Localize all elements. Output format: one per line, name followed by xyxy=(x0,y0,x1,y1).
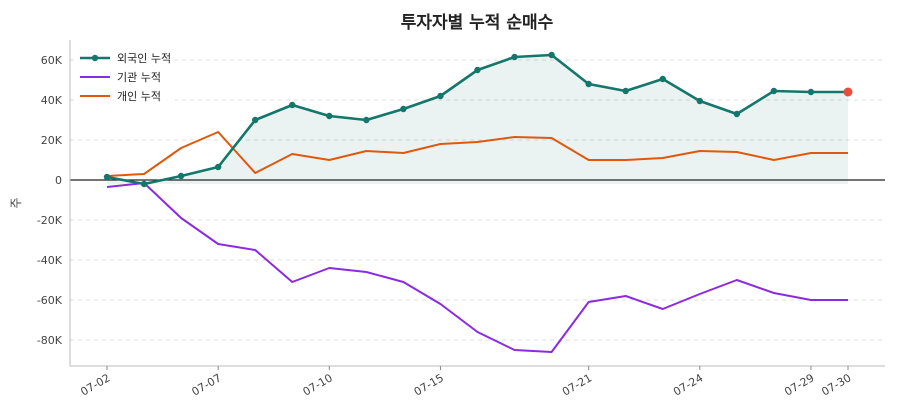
series-area-fill xyxy=(107,55,848,184)
data-point xyxy=(103,173,111,181)
data-point xyxy=(585,80,592,88)
data-point xyxy=(807,88,815,96)
data-point xyxy=(437,92,444,100)
y-tick-label: 20K xyxy=(41,134,63,147)
data-point xyxy=(733,110,741,118)
legend-marker xyxy=(91,54,99,62)
legend-label: 외국인 누적 xyxy=(117,52,171,65)
x-tick-label: 07-24 xyxy=(671,371,705,398)
legend-label: 기관 누적 xyxy=(117,71,161,84)
x-tick-label: 07-02 xyxy=(78,371,112,398)
data-point xyxy=(511,53,518,61)
data-point xyxy=(696,97,703,105)
legend-label: 개인 누적 xyxy=(117,90,161,103)
data-point xyxy=(659,75,666,83)
x-tick-label: 07-21 xyxy=(560,371,594,398)
x-tick-label: 07-29 xyxy=(782,371,816,398)
x-tick-label: 07-30 xyxy=(819,371,853,398)
x-tick-label: 07-07 xyxy=(189,371,223,398)
last-point-highlight xyxy=(843,87,853,97)
area-fill-layer xyxy=(107,55,848,184)
series-line xyxy=(106,182,848,353)
y-tick-label: 0 xyxy=(55,174,62,187)
x-tick-label: 07-10 xyxy=(301,371,335,398)
x-tick-label: 07-15 xyxy=(412,371,446,398)
data-point xyxy=(474,66,481,74)
y-axis-label: 주 xyxy=(9,197,23,208)
data-point xyxy=(140,180,148,188)
data-point xyxy=(363,116,370,124)
series-line xyxy=(106,131,848,177)
data-point xyxy=(252,116,259,124)
y-tick-label: -60K xyxy=(37,294,63,307)
data-point xyxy=(177,172,185,180)
y-tick-label: -40K xyxy=(37,254,63,267)
y-tick-label: 60K xyxy=(41,54,63,67)
data-point xyxy=(770,87,778,95)
y-tick-label: 40K xyxy=(41,94,63,107)
data-point xyxy=(289,101,296,109)
data-point xyxy=(214,163,222,171)
y-tick-label: -80K xyxy=(37,334,63,347)
y-tick-label: -20K xyxy=(37,214,63,227)
data-point xyxy=(400,105,407,113)
chart-title: 투자자별 누적 순매수 xyxy=(401,13,554,33)
data-point xyxy=(622,87,629,95)
data-point xyxy=(326,112,333,120)
data-point xyxy=(548,51,555,59)
series-layer xyxy=(103,51,853,353)
